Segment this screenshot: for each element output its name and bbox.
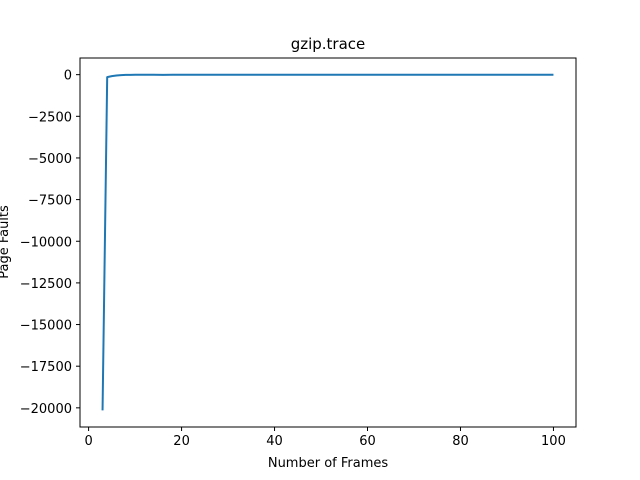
x-tick-label: 80 <box>452 434 469 449</box>
y-tick-label: −20000 <box>20 402 72 417</box>
y-tick-label: −2500 <box>28 110 72 125</box>
series-line <box>101 73 554 411</box>
chart-title: gzip.trace <box>291 35 366 53</box>
x-tick-label: 100 <box>541 434 566 449</box>
x-axis-label: Number of Frames <box>268 456 389 471</box>
y-tick-label: −15000 <box>20 319 72 334</box>
x-tick-label: 20 <box>173 434 190 449</box>
y-tick-label: −17500 <box>20 360 72 375</box>
x-tick-label: 60 <box>359 434 376 449</box>
axis-ticks: 0 20 40 60 80 100 0 −2500 −5000 −7500 −10000 −12500… <box>20 69 566 449</box>
y-tick-label: −7500 <box>28 194 72 209</box>
y-tick-label: 0 <box>64 69 72 84</box>
y-axis-label: Page Faults <box>0 205 12 279</box>
y-tick-label: −12500 <box>20 277 72 292</box>
y-tick-label: −5000 <box>28 152 72 167</box>
plot-frame <box>79 57 577 428</box>
y-tick-label: −10000 <box>20 235 72 250</box>
plot-lines <box>101 73 554 411</box>
x-tick-label: 40 <box>266 434 283 449</box>
x-tick-label: 0 <box>84 434 92 449</box>
